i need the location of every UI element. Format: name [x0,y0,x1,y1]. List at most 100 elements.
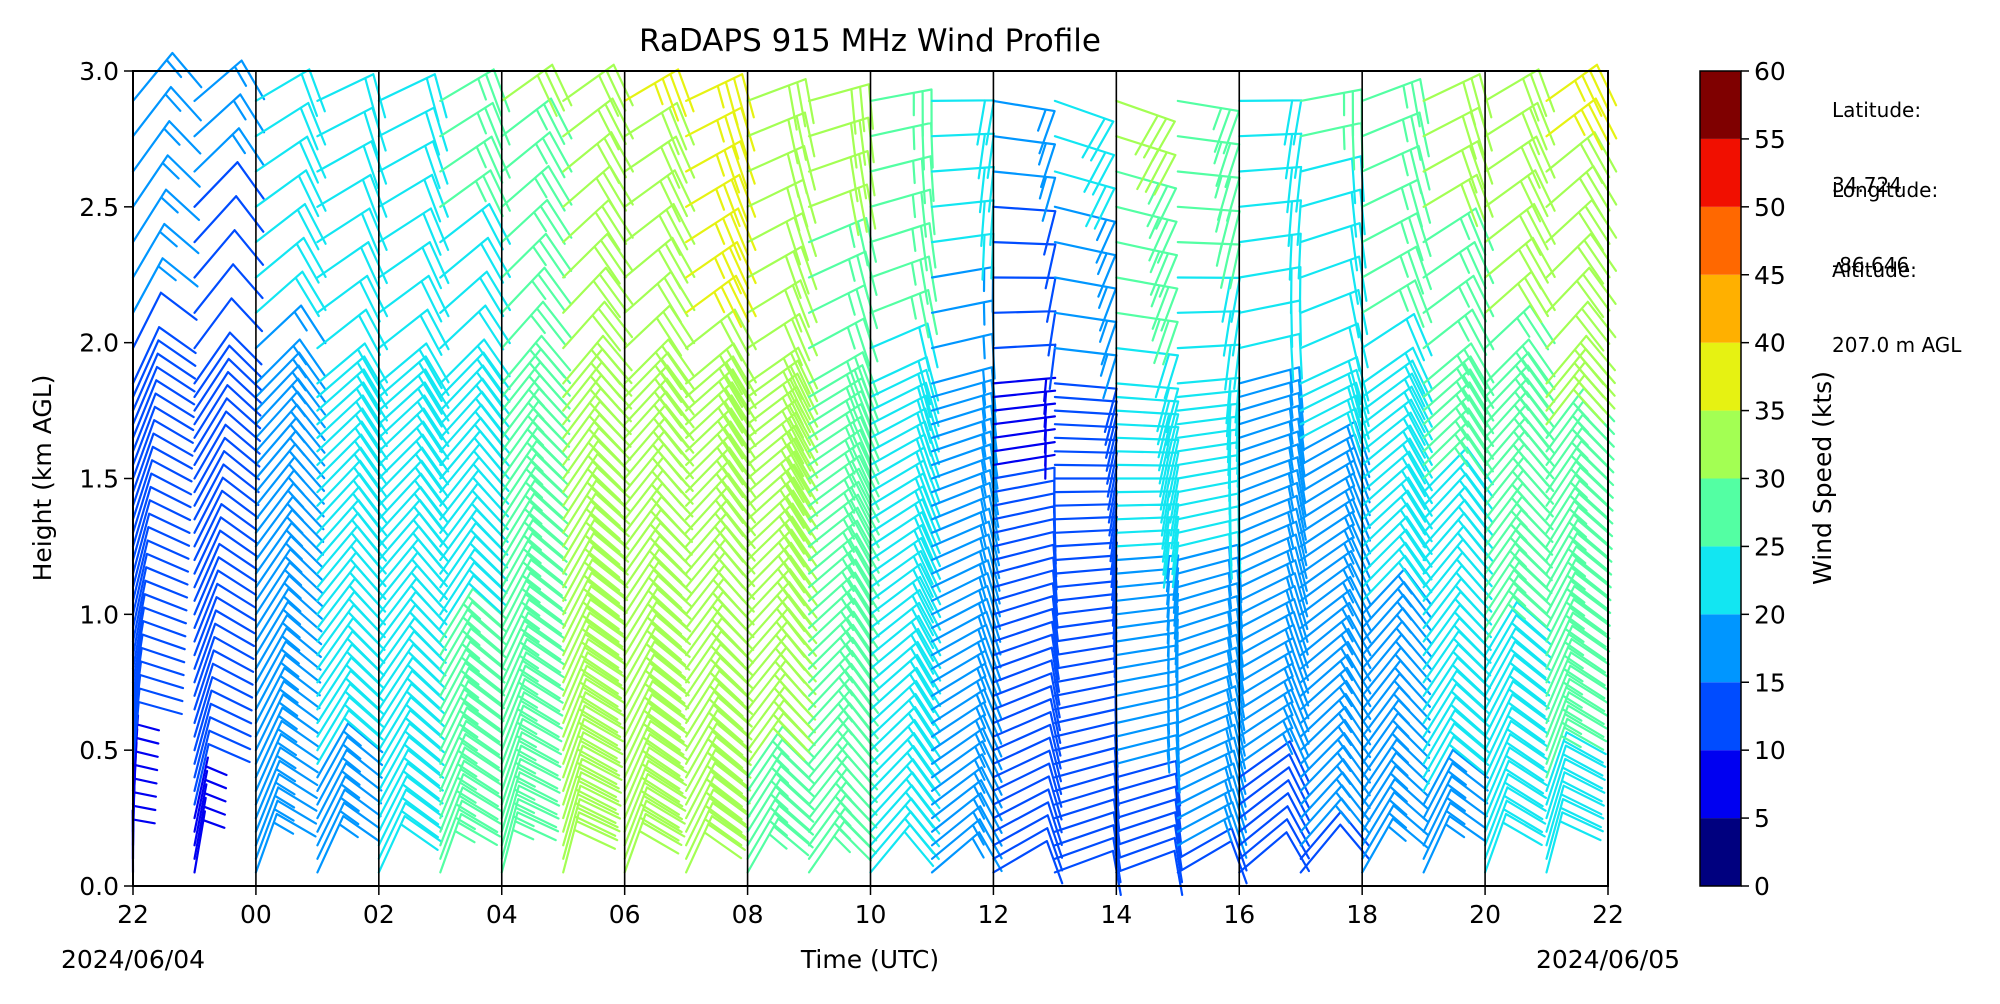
altitude-value: 207.0 m AGL [1832,333,1962,357]
wind-barb [1299,732,1372,779]
wind-barb [1053,849,1122,896]
wind-barb [1176,840,1248,885]
wind-barb [131,472,193,534]
wind-barb [992,595,1059,642]
wind-barb [930,792,1003,834]
x-tick-label: 20 [1469,900,1501,929]
wind-barb [1545,598,1611,657]
wind-barb [131,566,189,629]
wind-barb [1361,489,1433,536]
wind-barb [807,441,880,490]
wind-barb [1545,63,1618,117]
wind-barb [1176,170,1241,222]
wind-barb [500,784,561,847]
wind-barb [623,338,696,391]
wind-barb [1361,777,1430,833]
colorbar-tick-label: 40 [1754,329,1786,358]
wind-barb [193,516,259,575]
wind-barb [623,746,688,806]
wind-barb [1545,232,1617,285]
wind-barb [623,236,696,290]
wind-barb [254,666,321,725]
wind-barb [193,529,258,589]
wind-barb [1545,571,1612,629]
wind-barb [377,355,450,402]
colorbar-tick-label: 60 [1754,57,1786,86]
wind-barb [1299,719,1372,765]
longitude-label: Longitude: [1832,178,1939,202]
wind-barb [1484,666,1551,725]
wind-barb [1484,680,1550,738]
wind-barb [254,270,327,318]
wind-barb [193,622,256,684]
wind-barb [254,304,327,350]
wind-barb [131,606,187,670]
wind-barb [1545,664,1609,725]
wind-barb [1422,815,1488,874]
wind-barb [254,680,321,738]
wind-barb [439,746,504,806]
wind-barb [1299,562,1372,606]
wind-barb [1422,355,1495,402]
wind-barb [869,368,940,419]
wind-barb [746,385,819,439]
wind-barb [439,719,504,779]
wind-barb [131,392,195,453]
wind-barb [1545,784,1605,847]
wind-barb [685,762,752,820]
wind-barb [131,154,201,208]
wind-barb [1238,662,1310,707]
wind-barb [377,73,448,123]
wind-barb [254,587,323,643]
wind-barb [254,338,327,385]
wind-barb [746,554,818,607]
wind-barb [1238,598,1309,643]
wind-barb [685,801,751,860]
wind-barb [685,420,757,473]
wind-barb [992,530,1058,578]
wind-barb [1115,849,1184,896]
wind-barb [131,499,192,562]
wind-barb [746,515,819,568]
wind-barb [316,73,387,123]
x-tick-label: 02 [363,900,395,929]
wind-barb [1422,342,1495,390]
wind-barb [746,541,818,594]
wind-barb [685,407,757,460]
wind-barb [869,640,942,688]
wind-barb [1115,759,1182,807]
wind-barb [1545,798,1605,860]
wind-barb [1484,812,1546,874]
wind-barb [562,558,629,616]
wind-barb [992,343,1057,390]
wind-barb [131,352,196,412]
wind-barb [131,552,190,616]
wind-barb [992,543,1058,591]
wind-barb [1484,169,1556,223]
wind-barb [131,432,194,494]
wind-barb [1053,477,1118,524]
wind-barb [746,178,817,232]
wind-barb [1053,503,1118,550]
wind-barb [316,722,384,779]
wind-barb [869,394,940,444]
wind-barb [1484,68,1556,122]
wind-barb [1115,785,1182,833]
wind-barb [807,558,880,606]
wind-barb [254,812,317,874]
wind-barb [131,526,191,589]
wind-barb [500,571,567,629]
wind-barb [131,379,196,439]
wind-barb [316,420,388,467]
wind-barb [562,545,629,602]
wind-barb [1545,651,1610,711]
wind-barb [1484,338,1556,385]
wind-barb [1545,638,1610,697]
wind-barb [1484,270,1556,323]
wind-barb [1053,241,1117,298]
wind-barb [1115,798,1183,845]
wind-barb [131,673,185,738]
wind-barb [1115,241,1178,298]
colorbar-segment [1700,342,1741,411]
wind-barb [1299,485,1371,529]
